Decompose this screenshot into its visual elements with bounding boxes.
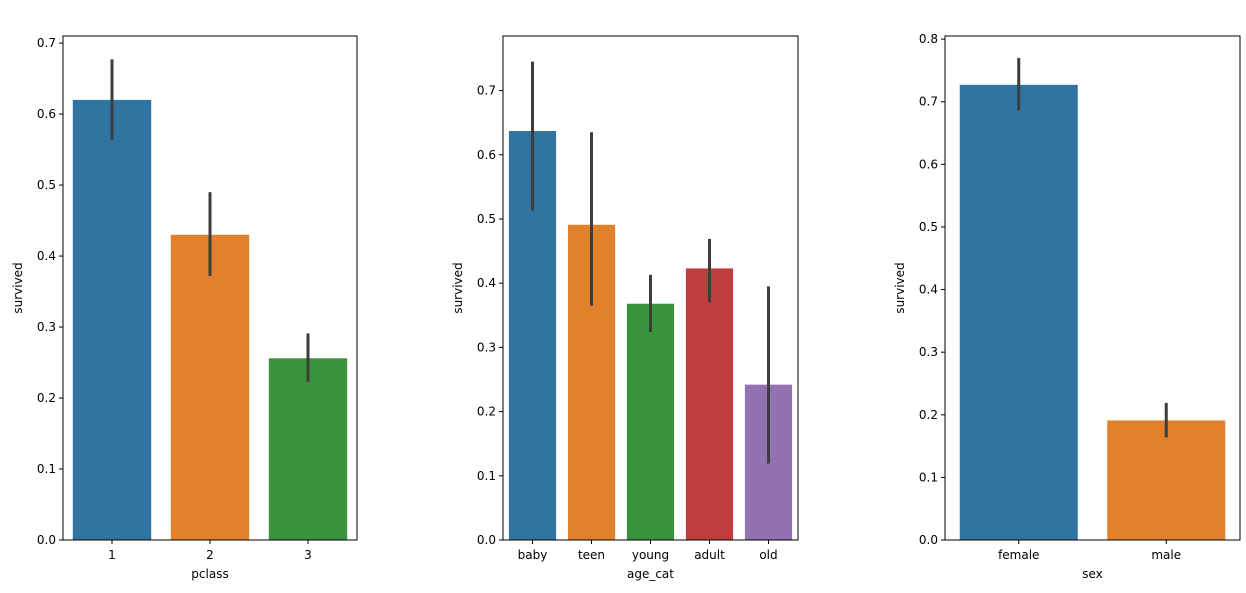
y-axis-label: survived	[893, 262, 907, 313]
y-tick-label: 0.6	[477, 148, 496, 162]
axes-frame	[944, 35, 1241, 541]
y-tick-label: 0.7	[37, 36, 56, 50]
y-tick-label: 0.5	[919, 220, 938, 234]
y-tick-label: 0.4	[919, 283, 938, 297]
x-tick-label-teen: teen	[578, 548, 605, 562]
y-tick-label: 0.6	[37, 107, 56, 121]
x-axis-label: pclass	[191, 567, 228, 581]
y-tick-label: 0.0	[919, 533, 938, 547]
x-tick-label-male: male	[1151, 548, 1181, 562]
y-axis-label: survived	[451, 262, 465, 313]
y-tick-label: 0.1	[477, 469, 496, 483]
x-tick-label-3: 3	[304, 548, 312, 562]
y-tick-label: 0.2	[37, 391, 56, 405]
x-tick-label-old: old	[759, 548, 777, 562]
subplot-1: 0.0 0.1 0.2 0.3 0.4 0.5 0.6 0.7 1 2 3 pclass survive…	[11, 35, 358, 581]
bar-young	[626, 303, 675, 540]
x-tick-label-adult: adult	[694, 548, 725, 562]
bar-female	[959, 84, 1078, 541]
x-tick-label-1: 1	[108, 548, 116, 562]
y-tick-label: 0.5	[477, 212, 496, 226]
bar-3	[268, 358, 348, 540]
x-tick-label-female: female	[998, 548, 1039, 562]
y-tick-label: 0.5	[37, 178, 56, 192]
x-tick-label-baby: baby	[518, 548, 548, 562]
bar-1	[72, 99, 152, 540]
subplot-3: 0.0 0.1 0.2 0.3 0.4 0.5 0.6 0.7 0.8 female male sex…	[893, 32, 1241, 581]
y-tick-label: 0.8	[919, 32, 938, 46]
bar-adult	[685, 268, 734, 540]
y-tick-label: 0.3	[37, 320, 56, 334]
y-tick-label: 0.4	[477, 276, 496, 290]
y-tick-label: 0.7	[477, 84, 496, 98]
y-tick-label: 0.4	[37, 249, 56, 263]
y-tick-label: 0.1	[37, 462, 56, 476]
y-tick-label: 0.1	[919, 470, 938, 484]
y-axis-label: survived	[11, 262, 25, 313]
x-axis-label: sex	[1082, 567, 1103, 581]
x-tick-label-2: 2	[206, 548, 214, 562]
y-tick-label: 0.0	[37, 533, 56, 547]
y-tick-label: 0.3	[919, 345, 938, 359]
y-tick-label: 0.2	[477, 405, 496, 419]
y-tick-label: 0.3	[477, 340, 496, 354]
x-tick-label-young: young	[632, 548, 669, 562]
bar-male	[1107, 420, 1226, 540]
y-tick-label: 0.7	[919, 95, 938, 109]
y-tick-label: 0.2	[919, 408, 938, 422]
x-axis-label: age_cat	[627, 567, 674, 581]
y-tick-label: 0.6	[919, 157, 938, 171]
bar-2	[170, 234, 250, 540]
y-tick-label: 0.0	[477, 533, 496, 547]
subplot-2: 0.0 0.1 0.2 0.3 0.4 0.5 0.6 0.7 baby teen young adu…	[451, 35, 799, 581]
